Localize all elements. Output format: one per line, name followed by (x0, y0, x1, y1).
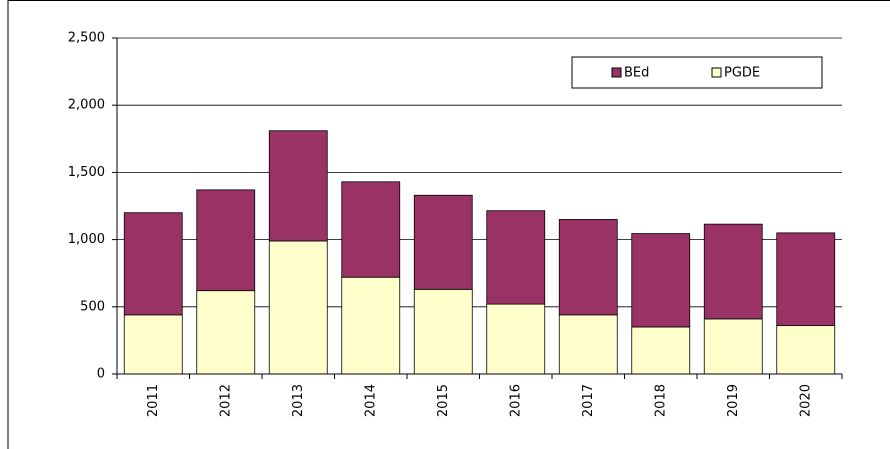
legend-swatch (711, 67, 722, 78)
bar-segment (341, 276, 401, 375)
x-tick-label: 2016 (508, 384, 523, 417)
legend-label: PGDE (724, 66, 760, 81)
x-tick-label: 2017 (581, 384, 596, 417)
bar-segment (703, 223, 763, 320)
x-tick-label: 2011 (146, 384, 161, 417)
bar-segment (776, 325, 836, 375)
x-tick-label: 2020 (798, 384, 813, 417)
y-tick-label: 500 (80, 299, 105, 314)
bar-segment (123, 212, 183, 316)
bar-segment (413, 194, 473, 290)
bar-segment (413, 288, 473, 375)
bar-segment (631, 326, 691, 375)
bar-segment (486, 303, 546, 375)
x-tick-label: 2018 (653, 384, 668, 417)
bar-segment (776, 232, 836, 327)
bar-segment (486, 210, 546, 305)
bar-segment (123, 314, 183, 375)
y-tick-label: 2,500 (68, 31, 105, 46)
bar-segment (196, 290, 256, 375)
y-tick-label: 2,000 (68, 98, 105, 113)
bar-segment (196, 189, 256, 292)
bar-segment (268, 240, 328, 375)
y-tick-label: 1,000 (68, 232, 105, 247)
bar-segment (631, 233, 691, 328)
x-tick-label: 2019 (726, 384, 741, 417)
x-tick-label: 2014 (363, 384, 378, 417)
legend-label: BEd (624, 66, 649, 81)
legend-swatch (611, 67, 622, 78)
y-tick-label: 1,500 (68, 165, 105, 180)
bar-segment (268, 130, 328, 242)
bar-segment (341, 181, 401, 278)
bar-segment (703, 318, 763, 375)
legend-box (571, 56, 823, 89)
y-tick-label: 0 (97, 367, 105, 382)
bar-segment (558, 219, 618, 316)
x-tick-label: 2013 (291, 384, 306, 417)
x-tick-label: 2012 (218, 384, 233, 417)
bar-segment (558, 314, 618, 375)
x-tick-label: 2015 (436, 384, 451, 417)
